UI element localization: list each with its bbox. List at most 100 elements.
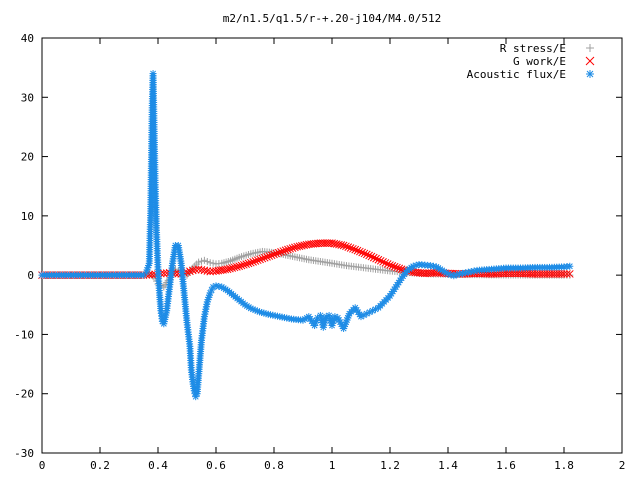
cross-marker: [270, 250, 278, 259]
cross-marker: [372, 254, 380, 263]
x-tick-label: 1.4: [438, 459, 458, 472]
x-tick-label: 0.2: [90, 459, 110, 472]
cross-marker: [386, 261, 394, 269]
plus-marker: [203, 258, 211, 266]
cross-marker: [233, 262, 241, 271]
cross-marker: [253, 256, 262, 265]
cross-marker: [342, 242, 350, 251]
x-tick-label: 0: [39, 459, 46, 472]
chart-title: m2/n1.5/q1.5/r-+.20-j104/M4.0/512: [223, 12, 442, 25]
cross-marker: [246, 258, 255, 267]
x-tick-label: 1: [329, 459, 336, 472]
cross-marker: [367, 252, 376, 261]
y-tick-label: -10: [14, 328, 34, 341]
cross-marker: [265, 252, 274, 260]
cross-marker: [383, 260, 392, 268]
cross-marker: [360, 249, 369, 258]
cross-marker: [395, 264, 404, 273]
cross-marker: [362, 250, 371, 259]
x-tick-label: 0.8: [264, 459, 284, 472]
cross-marker: [390, 262, 399, 271]
cross-marker: [295, 242, 304, 251]
cross-marker: [369, 253, 378, 262]
cross-marker: [291, 243, 299, 252]
cross-marker: [355, 247, 364, 256]
axes: 0 0.2 0.4 0.6 0.8 1 1.2 1.4 1.6 1.8 2 -30 -20 -10 0 10 2…: [14, 32, 625, 472]
legend-label: R stress/E: [500, 42, 566, 55]
cross-marker: [397, 265, 406, 274]
star-marker: [566, 262, 574, 270]
cross-marker: [346, 244, 355, 252]
cross-marker: [260, 253, 269, 262]
cross-marker: [256, 255, 264, 264]
cross-marker: [228, 264, 237, 272]
chart-marks: [38, 70, 574, 401]
cross-marker: [358, 248, 367, 257]
cross-marker: [335, 240, 343, 249]
cross-marker: [258, 254, 267, 263]
cross-marker: [328, 239, 336, 247]
cross-marker: [226, 264, 234, 273]
cross-marker: [297, 241, 306, 250]
cross-marker: [284, 245, 292, 254]
cross-marker: [330, 239, 339, 248]
cross-marker: [560, 270, 568, 278]
x-tick-label: 2: [619, 459, 626, 472]
cross-marker: [251, 257, 260, 265]
y-tick-label: -20: [14, 388, 34, 401]
cross-marker: [388, 262, 397, 270]
cross-marker: [337, 241, 346, 249]
y-tick-label: 10: [21, 210, 34, 223]
plus-marker: [195, 258, 203, 266]
y-tick-label: 40: [21, 32, 34, 45]
star-marker: [412, 261, 420, 269]
x-tick-label: 0.6: [206, 459, 226, 472]
star-marker: [206, 289, 214, 297]
x-tick-label: 1.6: [496, 459, 516, 472]
cross-marker: [563, 270, 571, 278]
cross-marker: [374, 255, 383, 264]
cross-marker: [353, 246, 362, 255]
cross-marker: [293, 242, 302, 251]
y-tick-label: 30: [21, 91, 34, 104]
x-tick-label: 1.2: [380, 459, 400, 472]
cross-marker: [286, 244, 295, 253]
legend-label: G work/E: [513, 55, 566, 68]
cross-marker: [249, 258, 257, 266]
cross-marker: [191, 265, 200, 274]
cross-marker: [344, 243, 353, 252]
cross-marker: [235, 262, 244, 271]
cross-marker: [263, 253, 271, 261]
cross-marker: [393, 263, 401, 272]
cross-marker: [381, 259, 390, 267]
star-marker: [450, 272, 458, 280]
cross-marker: [281, 246, 290, 255]
cross-marker: [365, 251, 373, 260]
star-marker: [586, 70, 594, 78]
cross-marker: [230, 263, 239, 272]
cross-marker: [565, 270, 574, 278]
star-marker: [357, 313, 365, 321]
legend-label: Acoustic flux/E: [467, 68, 566, 81]
y-tick-label: -30: [14, 447, 34, 460]
cross-marker: [272, 249, 281, 258]
cross-marker: [237, 261, 246, 270]
cross-marker: [351, 245, 360, 254]
series-2: [38, 70, 574, 401]
plus-marker: [586, 44, 594, 52]
y-tick-label: 0: [27, 269, 34, 282]
cross-marker: [339, 241, 348, 250]
cross-marker: [349, 244, 357, 253]
x-tick-label: 1.8: [554, 459, 574, 472]
cross-marker: [274, 248, 283, 257]
cross-marker: [332, 240, 341, 248]
x-tick-label: 0.4: [148, 459, 168, 472]
star-marker: [360, 311, 368, 319]
cross-marker: [379, 258, 387, 266]
cross-marker: [267, 251, 276, 260]
cross-marker: [288, 244, 297, 252]
cross-marker: [277, 248, 285, 256]
y-tick-label: 20: [21, 151, 34, 164]
